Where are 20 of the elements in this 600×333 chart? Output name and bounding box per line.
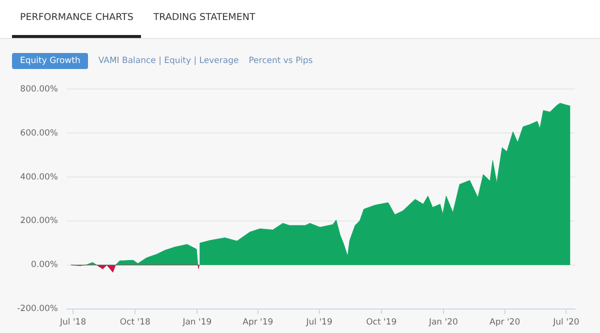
y-tick-label: 600.00% [20,128,58,138]
text: Equity Growth [12,53,88,69]
x-tick-label: Jul '20 [552,317,580,328]
text: TRADING STATEMENT [152,12,256,25]
x-tick-label: Oct '18 [120,317,150,328]
x-tick-label: Jan '20 [428,317,458,328]
text: VAMI Balance | Equity | Leverage [98,55,239,68]
x-tick-label: Jul '19 [305,317,332,328]
y-tick-label: 800.00% [20,84,58,94]
y-tick-label: 0.00% [30,260,58,270]
x-tick-label: Apr '19 [242,317,274,328]
x-tick-label: Jan '19 [182,317,212,328]
x-tick-label: Jul '18 [59,317,86,328]
y-tick-label: -200.00% [17,304,58,314]
text: PERFORMANCE CHARTS [12,12,142,38]
y-tick-label: 400.00% [20,172,58,182]
x-tick-label: Oct '19 [366,317,397,328]
x-tick-label: Apr '20 [490,317,520,328]
y-tick-label: 200.00% [20,216,58,226]
text: Percent vs Pips [248,55,313,68]
